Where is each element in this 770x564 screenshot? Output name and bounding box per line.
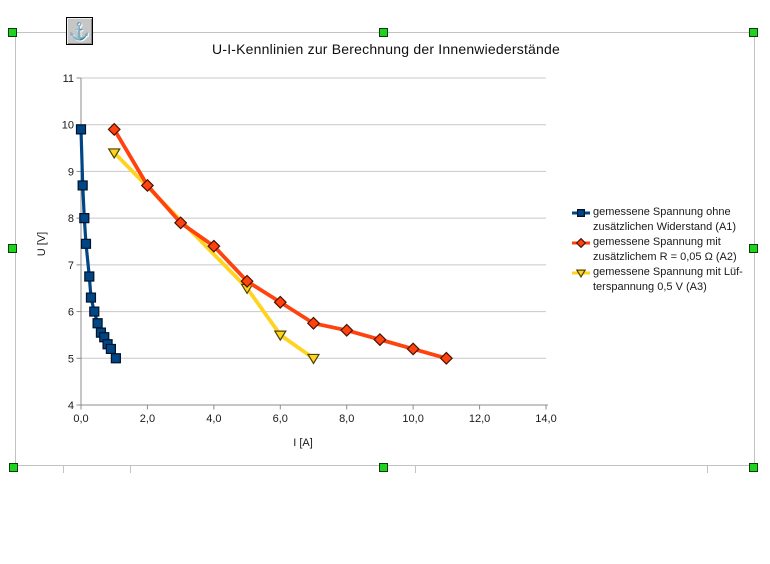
selection-handle-bottom-left[interactable] [8, 463, 18, 472]
cell-gridline-stub [707, 466, 708, 473]
data-point [439, 351, 453, 365]
data-point [340, 323, 354, 337]
data-point [110, 353, 121, 364]
x-tick-label: 8,0 [339, 413, 354, 425]
data-point [107, 148, 121, 160]
legend-entry-2[interactable]: gemessene Spannung mit zusätzlichem R = 0… [572, 235, 752, 265]
x-tick-label: 10,0 [402, 413, 423, 425]
data-point [306, 316, 321, 330]
selection-handle-top-right[interactable] [749, 27, 758, 37]
data-point [373, 332, 387, 347]
data-point [77, 180, 88, 191]
legend-label: gemessene Spannung mit Lüf-terspannung 0… [593, 266, 743, 293]
legend-marker-diamond-icon [572, 238, 590, 248]
y-tick-label: 7 [68, 260, 74, 272]
data-point [406, 342, 420, 356]
series-line-2 [112, 128, 447, 361]
cell-gridline-stub [415, 466, 416, 473]
chart-object[interactable]: 4 5 6 7 8 9 10 11 0,0 2,0 4,0 6,0 8,0 10,0 12,0 14,0 U-… [15, 32, 755, 466]
legend-entry-3[interactable]: gemessene Spannung mit Lüf-terspannung 0… [572, 265, 752, 295]
chart-svg: 4 5 6 7 8 9 10 11 0,0 2,0 4,0 6,0 8,0 10,0 12,0 14,0 [62, 73, 557, 425]
data-point [80, 238, 92, 249]
data-point [575, 269, 587, 278]
data-point [207, 239, 221, 253]
data-point [174, 216, 188, 230]
data-point [273, 295, 287, 309]
data-point [575, 238, 587, 248]
x-tick-label: 4,0 [206, 413, 221, 425]
y-tick-label: 8 [68, 213, 74, 225]
selection-handle-middle-right[interactable] [749, 244, 758, 253]
x-tick-label: 14,0 [535, 413, 556, 425]
data-point [79, 213, 90, 224]
y-tick-label: 9 [68, 166, 74, 178]
data-point [105, 343, 116, 355]
selection-handle-top-center[interactable] [379, 27, 388, 37]
selection-handle-middle-left[interactable] [7, 244, 17, 253]
data-point [89, 306, 100, 317]
data-point [85, 292, 97, 303]
y-axis-title: U [V] [36, 231, 48, 257]
data-point [107, 122, 121, 136]
chart-legend: gemessene Spannung ohne zusätzlichen Wide… [572, 205, 752, 295]
cell-gridline-stub [130, 466, 131, 473]
legend-label: gemessene Spannung ohne zusätzlichen Wide… [593, 206, 737, 233]
legend-marker-triangle-down-icon [572, 269, 590, 278]
legend-entry-1[interactable]: gemessene Spannung ohne zusätzlichen Wide… [572, 205, 752, 235]
legend-marker-square-icon [572, 209, 590, 217]
data-point [306, 353, 321, 365]
anchor-glyph: ⚓ [68, 21, 91, 41]
selection-handle-top-left[interactable] [7, 27, 17, 37]
data-point [75, 124, 87, 135]
anchor-icon[interactable]: ⚓ [66, 17, 93, 45]
x-tick-label: 2,0 [140, 413, 155, 425]
data-point [140, 178, 155, 193]
legend-label: gemessene Spannung mit zusätzlichem R = 0… [593, 236, 737, 263]
data-point [240, 274, 254, 288]
cell-gridline-stub [63, 466, 64, 473]
y-tick-label: 4 [68, 400, 74, 412]
x-axis-title: I [A] [293, 437, 313, 449]
selection-handle-bottom-right[interactable] [749, 463, 758, 472]
data-point [92, 318, 103, 329]
selection-handle-bottom-center[interactable] [379, 463, 388, 472]
chart-title: U-I-Kennlinien zur Berechnung der Innenw… [212, 41, 560, 57]
data-point [273, 330, 287, 342]
x-tick-label: 6,0 [273, 413, 288, 425]
y-tick-label: 5 [68, 353, 74, 365]
y-tick-label: 11 [63, 73, 74, 85]
y-tick-label: 10 [62, 120, 74, 132]
data-point [84, 271, 95, 282]
x-tick-label: 0,0 [73, 413, 88, 425]
y-tick-label: 6 [68, 307, 74, 319]
x-tick-label: 12,0 [469, 413, 490, 425]
data-point [577, 209, 585, 217]
